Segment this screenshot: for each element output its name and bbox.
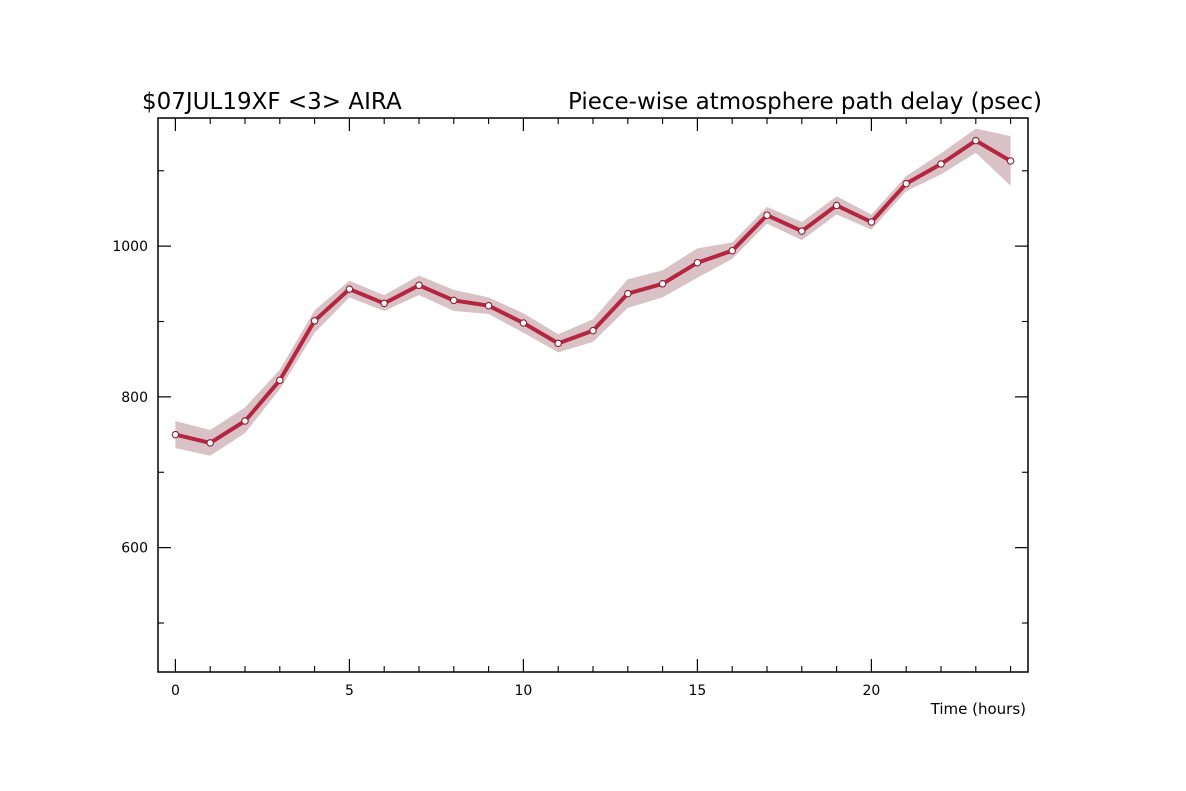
data-point (832, 201, 841, 210)
plot-frame (157, 117, 1029, 673)
data-point (484, 301, 493, 310)
data-point (450, 296, 458, 305)
y-axis-ticks: 600 800 1000 (112, 170, 1028, 624)
y-tick-label: 800 (121, 390, 148, 406)
uncertainty-band (175, 128, 1011, 456)
data-point (415, 281, 423, 290)
chart-title-right: Piece-wise atmosphere path delay (psec) (568, 89, 1042, 115)
x-tick-label: 20 (862, 683, 880, 699)
y-tick-label: 600 (121, 541, 148, 557)
data-point (380, 299, 388, 308)
data-point (937, 160, 945, 168)
data-point (693, 258, 702, 267)
data-point (658, 280, 667, 288)
data-point (902, 179, 910, 188)
x-tick-label: 0 (171, 683, 180, 699)
data-point (589, 326, 597, 335)
series-line (173, 138, 1013, 445)
data-point (276, 376, 284, 385)
chart-title-left: $07JUL19XF <3> AIRA (142, 89, 402, 115)
data-point (345, 285, 354, 293)
data-point (171, 430, 180, 439)
series-line-layer (173, 138, 1013, 445)
uncertainty-band-layer (175, 128, 1011, 456)
data-point (624, 289, 632, 298)
data-point (798, 227, 806, 235)
data-point-layer (171, 136, 1015, 447)
data-point (554, 339, 562, 348)
x-axis-label: Time (hours) (930, 700, 1026, 718)
data-point (763, 211, 771, 219)
data-point (206, 439, 214, 447)
data-point (1006, 157, 1015, 165)
data-point (310, 317, 319, 325)
x-tick-label: 10 (514, 683, 532, 699)
data-point (867, 218, 876, 226)
data-point (972, 136, 980, 145)
y-tick-label: 1000 (112, 239, 148, 255)
x-axis-ticks: 0 5 10 15 20 (171, 118, 1012, 699)
data-point (519, 319, 528, 327)
data-point (728, 246, 736, 255)
x-tick-label: 5 (345, 683, 354, 699)
data-point (241, 417, 249, 425)
x-tick-label: 15 (688, 683, 706, 699)
